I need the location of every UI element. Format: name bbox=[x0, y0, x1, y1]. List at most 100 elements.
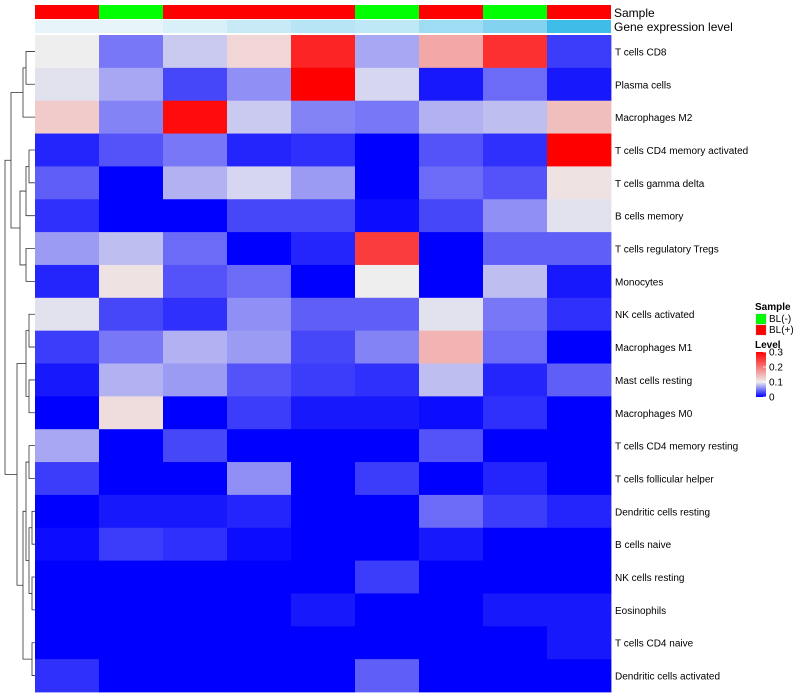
heatmap-cell bbox=[547, 297, 612, 332]
heatmap-cell bbox=[99, 429, 164, 463]
legend-swatch bbox=[755, 313, 767, 325]
dendrogram-branch bbox=[28, 149, 35, 184]
legend-swatch bbox=[755, 324, 767, 336]
heatmap-cell bbox=[99, 100, 164, 134]
heatmap-cell bbox=[547, 100, 612, 134]
heatmap-cell bbox=[483, 166, 548, 200]
heatmap-cell bbox=[355, 527, 420, 561]
heatmap-cell bbox=[163, 527, 228, 561]
heatmap-cell bbox=[35, 297, 100, 332]
heatmap-cell bbox=[355, 560, 420, 594]
row-label: Macrophages M0 bbox=[615, 409, 693, 420]
heatmap-cell bbox=[163, 199, 228, 233]
heatmap-cell bbox=[483, 626, 548, 660]
row-dendrogram bbox=[4, 51, 35, 676]
heatmap-cell bbox=[227, 199, 292, 233]
heatmap-cell bbox=[163, 462, 228, 496]
heatmap-cell bbox=[355, 659, 420, 693]
heatmap-cell bbox=[419, 462, 484, 496]
row-label: T cells CD8 bbox=[615, 47, 667, 58]
dendrogram-branch bbox=[25, 166, 35, 217]
heatmap-cell bbox=[547, 560, 612, 594]
heatmap-cell bbox=[355, 494, 420, 529]
heatmap-cell bbox=[227, 133, 292, 167]
heatmap-cell bbox=[99, 560, 164, 594]
heatmap-cell bbox=[227, 462, 292, 496]
sample-annotation-cell bbox=[355, 5, 419, 19]
row-label: Monocytes bbox=[615, 277, 663, 288]
heatmap-cell bbox=[227, 264, 292, 299]
heatmap-cell bbox=[291, 166, 356, 200]
heatmap-cell bbox=[99, 494, 164, 529]
heatmap-cell bbox=[163, 67, 228, 102]
heatmap-cell bbox=[483, 462, 548, 496]
heatmap-cell bbox=[547, 626, 612, 660]
heatmap-cell bbox=[419, 527, 484, 561]
heatmap-cell bbox=[35, 626, 100, 660]
row-label: B cells naive bbox=[615, 540, 672, 551]
heatmap-cell bbox=[35, 100, 100, 134]
heatmap-cell bbox=[35, 659, 100, 693]
heatmap-cell bbox=[419, 67, 484, 102]
heatmap-cell bbox=[99, 462, 164, 496]
heatmap-cell bbox=[99, 396, 164, 430]
heatmap-cell bbox=[35, 462, 100, 496]
heatmap-cell bbox=[163, 330, 228, 364]
heatmap-cell bbox=[99, 626, 164, 660]
heatmap-cell bbox=[419, 396, 484, 430]
heatmap-cell bbox=[163, 494, 228, 529]
heatmap-cell bbox=[99, 297, 164, 332]
heatmap-cell bbox=[35, 35, 100, 69]
heatmap-cell bbox=[291, 100, 356, 134]
heatmap-cell bbox=[163, 626, 228, 660]
row-label: NK cells resting bbox=[615, 573, 684, 584]
heatmap-cell bbox=[99, 593, 164, 627]
heatmap-cell bbox=[547, 494, 612, 529]
heatmap-cell bbox=[483, 297, 548, 332]
heatmap-cell bbox=[483, 560, 548, 594]
heatmap-cell bbox=[227, 560, 292, 594]
dendrogram-branch bbox=[19, 190, 26, 266]
heatmap-cell bbox=[35, 396, 100, 430]
heatmap-cell bbox=[355, 100, 420, 134]
sample-annotation-cell bbox=[227, 5, 291, 19]
expression-annotation-cell bbox=[419, 20, 483, 33]
heatmap-cell bbox=[355, 232, 420, 266]
heatmap-cell bbox=[291, 593, 356, 627]
heatmap-cell bbox=[483, 35, 548, 69]
heatmap-cell bbox=[419, 264, 484, 299]
heatmap-cell bbox=[163, 297, 228, 332]
row-label: Dendritic cells resting bbox=[615, 507, 710, 518]
heatmap-cell bbox=[227, 67, 292, 102]
heatmap-cell bbox=[419, 363, 484, 397]
heatmap-cell bbox=[227, 396, 292, 430]
heatmap-cell bbox=[355, 462, 420, 496]
heatmap-cell bbox=[291, 67, 356, 102]
heatmap-cell bbox=[291, 232, 356, 266]
dendrogram-branch bbox=[28, 313, 35, 348]
heatmap-cell bbox=[163, 363, 228, 397]
expression-annotation-cell bbox=[35, 20, 99, 33]
heatmap-cell bbox=[291, 363, 356, 397]
heatmap-cell bbox=[163, 560, 228, 594]
heatmap-cell bbox=[99, 67, 164, 102]
heatmap-cell bbox=[483, 396, 548, 430]
heatmap-cell bbox=[547, 264, 612, 299]
heatmap-cell bbox=[35, 429, 100, 463]
heatmap-cell bbox=[227, 593, 292, 627]
heatmap-cell bbox=[483, 659, 548, 693]
dendrogram-branch bbox=[25, 330, 29, 397]
heatmap-cell bbox=[227, 297, 292, 332]
row-label: T cells CD4 memory activated bbox=[615, 146, 748, 157]
heatmap-cell bbox=[419, 593, 484, 627]
heatmap-cell bbox=[227, 100, 292, 134]
heatmap-cell bbox=[163, 593, 228, 627]
heatmap-cell bbox=[99, 166, 164, 200]
level-tick-label: 0.1 bbox=[769, 378, 783, 389]
heatmap-cell bbox=[35, 166, 100, 200]
heatmap-cell bbox=[547, 593, 612, 627]
heatmap-cell bbox=[99, 35, 164, 69]
row-label: Plasma cells bbox=[615, 80, 671, 91]
heatmap-cell bbox=[35, 232, 100, 266]
heatmap-cell bbox=[99, 133, 164, 167]
